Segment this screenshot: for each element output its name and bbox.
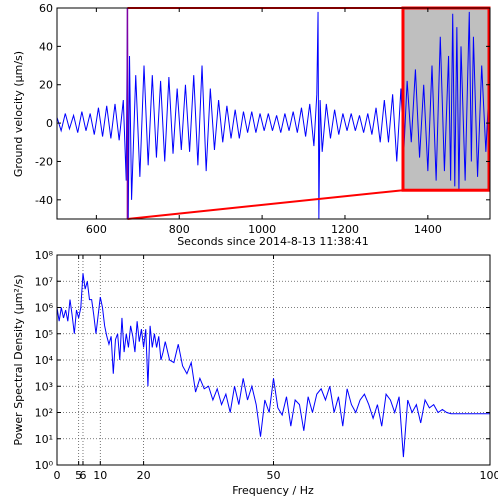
x-tick-label: 100	[480, 469, 498, 482]
y-tick-label: 0	[46, 117, 53, 130]
y-tick-label: 10¹	[35, 433, 53, 446]
y-tick-label: 10⁷	[35, 275, 53, 288]
x-axis-label: Frequency / Hz	[232, 484, 314, 497]
y-tick-label: 10⁰	[35, 459, 54, 472]
y-tick-label: 10⁶	[35, 302, 54, 315]
x-axis-label: Seconds since 2014-8-13 11:38:41	[177, 235, 369, 248]
x-tick-label: 10	[93, 469, 107, 482]
y-tick-label: 60	[39, 2, 53, 15]
x-tick-label: 800	[169, 223, 190, 236]
y-tick-label: 10⁸	[35, 249, 54, 262]
x-tick-label: 20	[137, 469, 151, 482]
y-tick-label: 20	[39, 79, 53, 92]
y-tick-label: -20	[35, 155, 53, 168]
x-tick-label: 50	[267, 469, 281, 482]
y-tick-label: 40	[39, 40, 53, 53]
y-tick-label: -40	[35, 194, 53, 207]
x-tick-label: 600	[86, 223, 107, 236]
y-tick-label: 10³	[35, 380, 53, 393]
y-tick-label: 10⁵	[35, 328, 53, 341]
y-axis-label: Power Spectral Density (μm²/s)	[12, 274, 25, 445]
x-tick-label: 1400	[414, 223, 442, 236]
x-tick-label: 1200	[331, 223, 359, 236]
x-tick-label: 6	[79, 469, 86, 482]
y-axis-label: Ground velocity (μm/s)	[12, 51, 25, 177]
x-tick-label: 0	[54, 469, 61, 482]
y-tick-label: 10⁴	[35, 354, 54, 367]
y-tick-label: 10²	[35, 407, 53, 420]
x-tick-label: 1000	[248, 223, 276, 236]
